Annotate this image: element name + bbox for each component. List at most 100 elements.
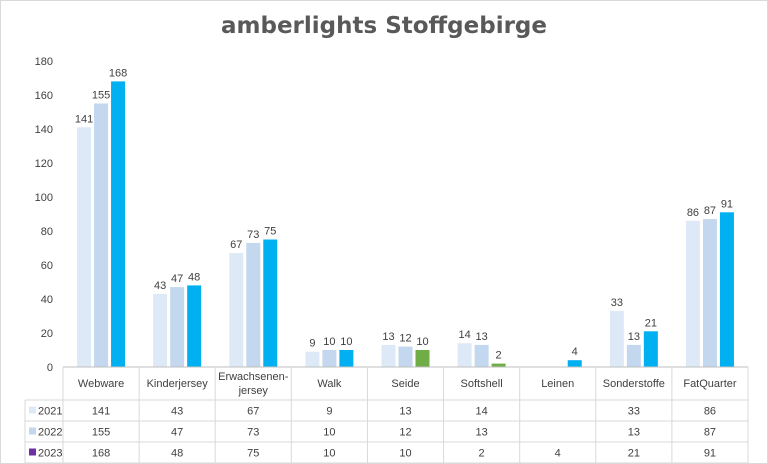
y-tick-label: 180: [35, 56, 53, 68]
legend-key: [29, 448, 36, 456]
data-label: 43: [154, 280, 166, 292]
data-label: 48: [188, 271, 200, 283]
category-label: Erwachsenen-: [218, 371, 289, 383]
bar: [491, 363, 506, 367]
category-label: Sonderstoffe: [603, 378, 665, 390]
bar: [229, 253, 244, 367]
table-cell: 141: [92, 406, 110, 418]
table-cell: 12: [399, 427, 411, 439]
category-label: Softshell: [461, 378, 503, 390]
data-label: 75: [264, 226, 276, 238]
table-cell: 155: [92, 427, 110, 439]
table-cell: 13: [475, 427, 487, 439]
table-cell: 4: [555, 448, 561, 460]
table-cell: 10: [323, 448, 335, 460]
table-cell: 10: [323, 427, 335, 439]
data-label: 21: [645, 317, 657, 329]
bar: [567, 360, 582, 367]
data-label: 91: [721, 198, 733, 210]
table-cell: 48: [171, 448, 183, 460]
data-label: 13: [382, 331, 394, 343]
table-cell: 87: [704, 427, 716, 439]
table-cell: 73: [247, 427, 259, 439]
chart-title: amberlights Stoffgebirge: [221, 13, 547, 39]
bar: [305, 351, 320, 367]
bar: [415, 350, 430, 367]
data-label: 86: [687, 207, 699, 219]
data-label: 10: [323, 336, 335, 348]
data-label: 14: [458, 329, 470, 341]
table-cell: 10: [399, 448, 411, 460]
table-cell: 47: [171, 427, 183, 439]
data-label: 12: [399, 333, 411, 345]
bar: [94, 103, 109, 367]
table-cell: 86: [704, 406, 716, 418]
data-label: 33: [611, 297, 623, 309]
bar: [685, 220, 700, 367]
y-tick-label: 20: [41, 328, 53, 340]
table-cell: 13: [399, 406, 411, 418]
data-label: 10: [416, 336, 428, 348]
y-tick-label: 140: [35, 124, 53, 136]
bar: [626, 344, 641, 367]
table-cell: 75: [247, 448, 259, 460]
data-label: 4: [572, 346, 578, 358]
bar: [77, 127, 92, 367]
bar: [474, 344, 489, 367]
data-label: 47: [171, 273, 183, 285]
table-cell: 43: [171, 406, 183, 418]
data-label: 2: [496, 350, 502, 362]
table-cell: 33: [628, 406, 640, 418]
category-label: Kinderjersey: [147, 378, 209, 390]
bar: [170, 287, 185, 367]
table-cell: 2: [479, 448, 485, 460]
legend-label: 2021: [38, 406, 62, 418]
table-cell: 67: [247, 406, 259, 418]
table-cell: 168: [92, 448, 110, 460]
bar: [339, 350, 354, 367]
table-cell: 21: [628, 448, 640, 460]
legend-key: [29, 406, 36, 414]
table-cell: 13: [628, 427, 640, 439]
bar: [246, 242, 261, 367]
bar: [322, 350, 337, 367]
category-label: Seide: [391, 378, 419, 390]
data-label: 9: [309, 338, 315, 350]
bar: [398, 346, 413, 367]
bar: [702, 219, 717, 367]
bar: [187, 285, 202, 367]
data-label: 67: [230, 239, 242, 251]
data-label: 141: [75, 113, 93, 125]
y-tick-label: 40: [41, 294, 53, 306]
bar: [381, 344, 396, 367]
y-tick-label: 60: [41, 260, 53, 272]
data-label: 168: [109, 67, 127, 79]
data-label: 10: [340, 336, 352, 348]
legend-label: 2022: [38, 427, 62, 439]
y-tick-label: 160: [35, 90, 53, 102]
bar: [457, 343, 472, 367]
table-cell: 91: [704, 448, 716, 460]
category-label: Leinen: [541, 378, 574, 390]
bar: [153, 293, 168, 367]
bar: [643, 331, 658, 367]
y-tick-label: 80: [41, 226, 53, 238]
data-label: 87: [704, 205, 716, 217]
y-tick-label: 0: [47, 362, 53, 374]
legend-label: 2023: [38, 448, 62, 460]
y-tick-label: 120: [35, 158, 53, 170]
table-cell: 9: [326, 406, 332, 418]
table-cell: 14: [475, 406, 487, 418]
bar: [263, 239, 278, 367]
y-tick-label: 100: [35, 192, 53, 204]
data-label: 13: [475, 331, 487, 343]
category-label: jersey: [238, 385, 269, 397]
category-label: Webware: [78, 378, 124, 390]
bar: [111, 81, 126, 368]
bar: [719, 212, 734, 367]
data-label: 13: [628, 331, 640, 343]
category-label: FatQuarter: [683, 378, 737, 390]
legend-key: [29, 427, 36, 435]
